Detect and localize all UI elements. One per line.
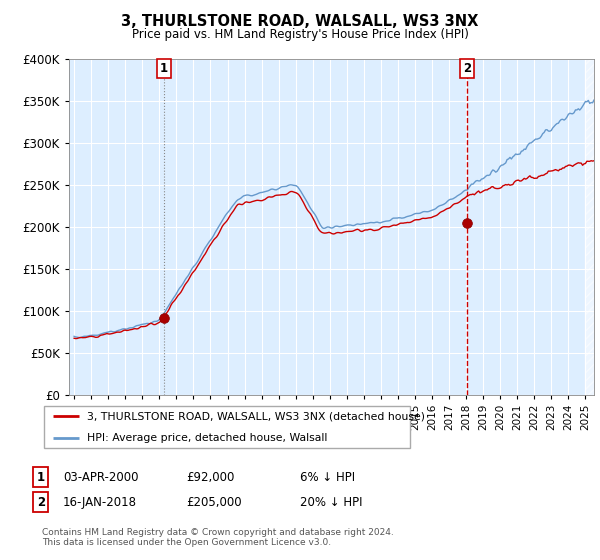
Text: 1: 1 [37,470,45,484]
Text: Price paid vs. HM Land Registry's House Price Index (HPI): Price paid vs. HM Land Registry's House … [131,28,469,41]
Text: £92,000: £92,000 [186,470,235,484]
Text: 1: 1 [160,62,167,76]
Text: 3, THURLSTONE ROAD, WALSALL, WS3 3NX (detached house): 3, THURLSTONE ROAD, WALSALL, WS3 3NX (de… [86,411,425,421]
Text: £205,000: £205,000 [186,496,242,509]
FancyBboxPatch shape [44,405,410,449]
Text: Contains HM Land Registry data © Crown copyright and database right 2024.
This d: Contains HM Land Registry data © Crown c… [42,528,394,547]
Text: 20% ↓ HPI: 20% ↓ HPI [300,496,362,509]
Text: 2: 2 [463,62,471,76]
Text: 3, THURLSTONE ROAD, WALSALL, WS3 3NX: 3, THURLSTONE ROAD, WALSALL, WS3 3NX [121,14,479,29]
Text: 16-JAN-2018: 16-JAN-2018 [63,496,137,509]
Text: 2: 2 [37,496,45,509]
Text: 03-APR-2000: 03-APR-2000 [63,470,139,484]
Text: 6% ↓ HPI: 6% ↓ HPI [300,470,355,484]
Text: HPI: Average price, detached house, Walsall: HPI: Average price, detached house, Wals… [86,433,327,443]
